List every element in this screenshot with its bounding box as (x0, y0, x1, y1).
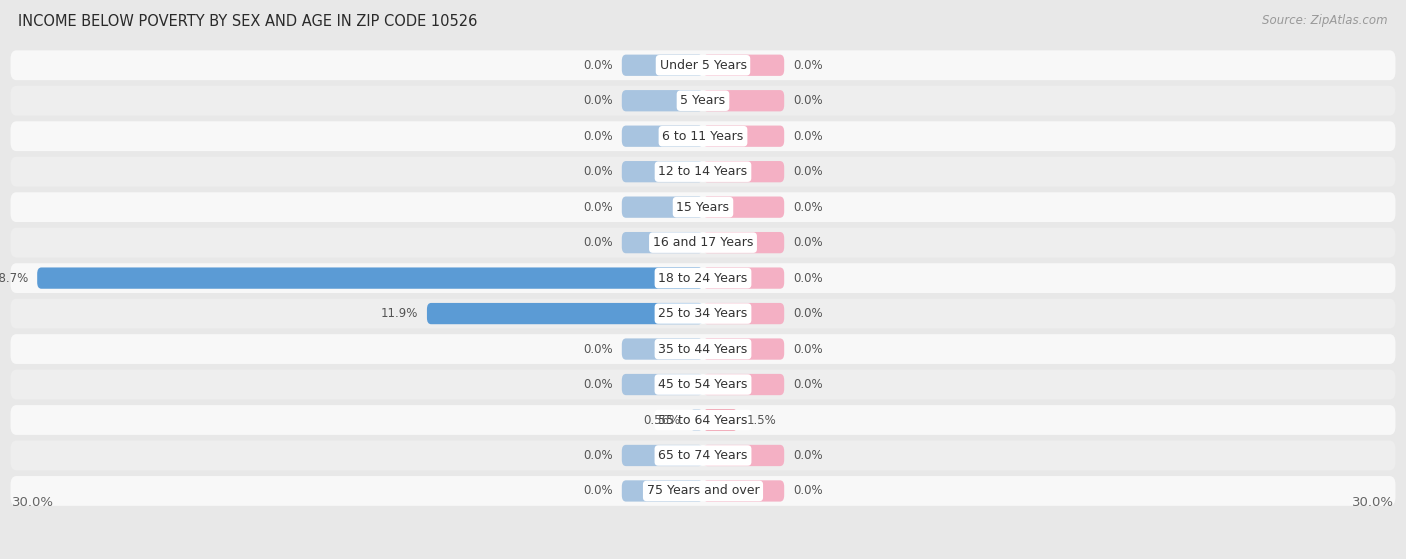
Text: 0.0%: 0.0% (793, 165, 823, 178)
Text: 0.0%: 0.0% (793, 272, 823, 285)
FancyBboxPatch shape (703, 445, 785, 466)
FancyBboxPatch shape (690, 409, 703, 430)
Text: 15 Years: 15 Years (676, 201, 730, 214)
FancyBboxPatch shape (703, 267, 785, 289)
FancyBboxPatch shape (703, 197, 785, 218)
FancyBboxPatch shape (703, 90, 785, 111)
Text: 0.0%: 0.0% (793, 59, 823, 72)
Text: 30.0%: 30.0% (1353, 496, 1395, 509)
FancyBboxPatch shape (703, 338, 785, 359)
Text: 0.0%: 0.0% (583, 449, 613, 462)
Text: 35 to 44 Years: 35 to 44 Years (658, 343, 748, 356)
Text: 0.0%: 0.0% (583, 343, 613, 356)
FancyBboxPatch shape (10, 334, 1396, 364)
FancyBboxPatch shape (703, 126, 785, 147)
Text: 12 to 14 Years: 12 to 14 Years (658, 165, 748, 178)
FancyBboxPatch shape (10, 476, 1396, 506)
Text: 0.0%: 0.0% (583, 94, 613, 107)
Text: 0.0%: 0.0% (793, 485, 823, 498)
Text: 0.0%: 0.0% (793, 449, 823, 462)
Text: 0.0%: 0.0% (583, 378, 613, 391)
Text: 0.0%: 0.0% (583, 165, 613, 178)
FancyBboxPatch shape (703, 480, 785, 501)
Text: 6 to 11 Years: 6 to 11 Years (662, 130, 744, 143)
Text: 0.56%: 0.56% (644, 414, 681, 427)
Text: 0.0%: 0.0% (583, 59, 613, 72)
FancyBboxPatch shape (621, 232, 703, 253)
FancyBboxPatch shape (703, 161, 785, 182)
Text: Source: ZipAtlas.com: Source: ZipAtlas.com (1263, 14, 1388, 27)
FancyBboxPatch shape (10, 192, 1396, 222)
Text: 0.0%: 0.0% (583, 201, 613, 214)
Text: 1.5%: 1.5% (747, 414, 778, 427)
Text: INCOME BELOW POVERTY BY SEX AND AGE IN ZIP CODE 10526: INCOME BELOW POVERTY BY SEX AND AGE IN Z… (18, 14, 478, 29)
FancyBboxPatch shape (621, 338, 703, 359)
FancyBboxPatch shape (10, 263, 1396, 293)
Text: Under 5 Years: Under 5 Years (659, 59, 747, 72)
FancyBboxPatch shape (10, 228, 1396, 258)
FancyBboxPatch shape (621, 480, 703, 501)
FancyBboxPatch shape (621, 197, 703, 218)
Text: 0.0%: 0.0% (583, 236, 613, 249)
Text: 0.0%: 0.0% (793, 236, 823, 249)
Text: 45 to 54 Years: 45 to 54 Years (658, 378, 748, 391)
FancyBboxPatch shape (703, 374, 785, 395)
Text: 65 to 74 Years: 65 to 74 Years (658, 449, 748, 462)
FancyBboxPatch shape (703, 303, 785, 324)
FancyBboxPatch shape (703, 409, 738, 430)
Text: 0.0%: 0.0% (793, 201, 823, 214)
FancyBboxPatch shape (621, 161, 703, 182)
Text: 75 Years and over: 75 Years and over (647, 485, 759, 498)
Text: 0.0%: 0.0% (793, 343, 823, 356)
FancyBboxPatch shape (10, 157, 1396, 187)
FancyBboxPatch shape (10, 440, 1396, 470)
FancyBboxPatch shape (621, 126, 703, 147)
FancyBboxPatch shape (10, 405, 1396, 435)
FancyBboxPatch shape (621, 90, 703, 111)
FancyBboxPatch shape (703, 55, 785, 76)
Text: 30.0%: 30.0% (11, 496, 53, 509)
Text: 0.0%: 0.0% (793, 378, 823, 391)
FancyBboxPatch shape (10, 369, 1396, 400)
FancyBboxPatch shape (10, 121, 1396, 151)
Text: 28.7%: 28.7% (0, 272, 28, 285)
FancyBboxPatch shape (10, 299, 1396, 329)
Text: 0.0%: 0.0% (793, 94, 823, 107)
Text: 5 Years: 5 Years (681, 94, 725, 107)
Text: 0.0%: 0.0% (583, 485, 613, 498)
Text: 25 to 34 Years: 25 to 34 Years (658, 307, 748, 320)
FancyBboxPatch shape (37, 267, 703, 289)
FancyBboxPatch shape (621, 445, 703, 466)
Text: 18 to 24 Years: 18 to 24 Years (658, 272, 748, 285)
FancyBboxPatch shape (427, 303, 703, 324)
Text: 0.0%: 0.0% (583, 130, 613, 143)
FancyBboxPatch shape (10, 50, 1396, 80)
FancyBboxPatch shape (10, 86, 1396, 116)
Text: 16 and 17 Years: 16 and 17 Years (652, 236, 754, 249)
FancyBboxPatch shape (621, 55, 703, 76)
Text: 0.0%: 0.0% (793, 130, 823, 143)
FancyBboxPatch shape (621, 374, 703, 395)
FancyBboxPatch shape (703, 232, 785, 253)
Text: 55 to 64 Years: 55 to 64 Years (658, 414, 748, 427)
Text: 11.9%: 11.9% (380, 307, 418, 320)
Text: 0.0%: 0.0% (793, 307, 823, 320)
